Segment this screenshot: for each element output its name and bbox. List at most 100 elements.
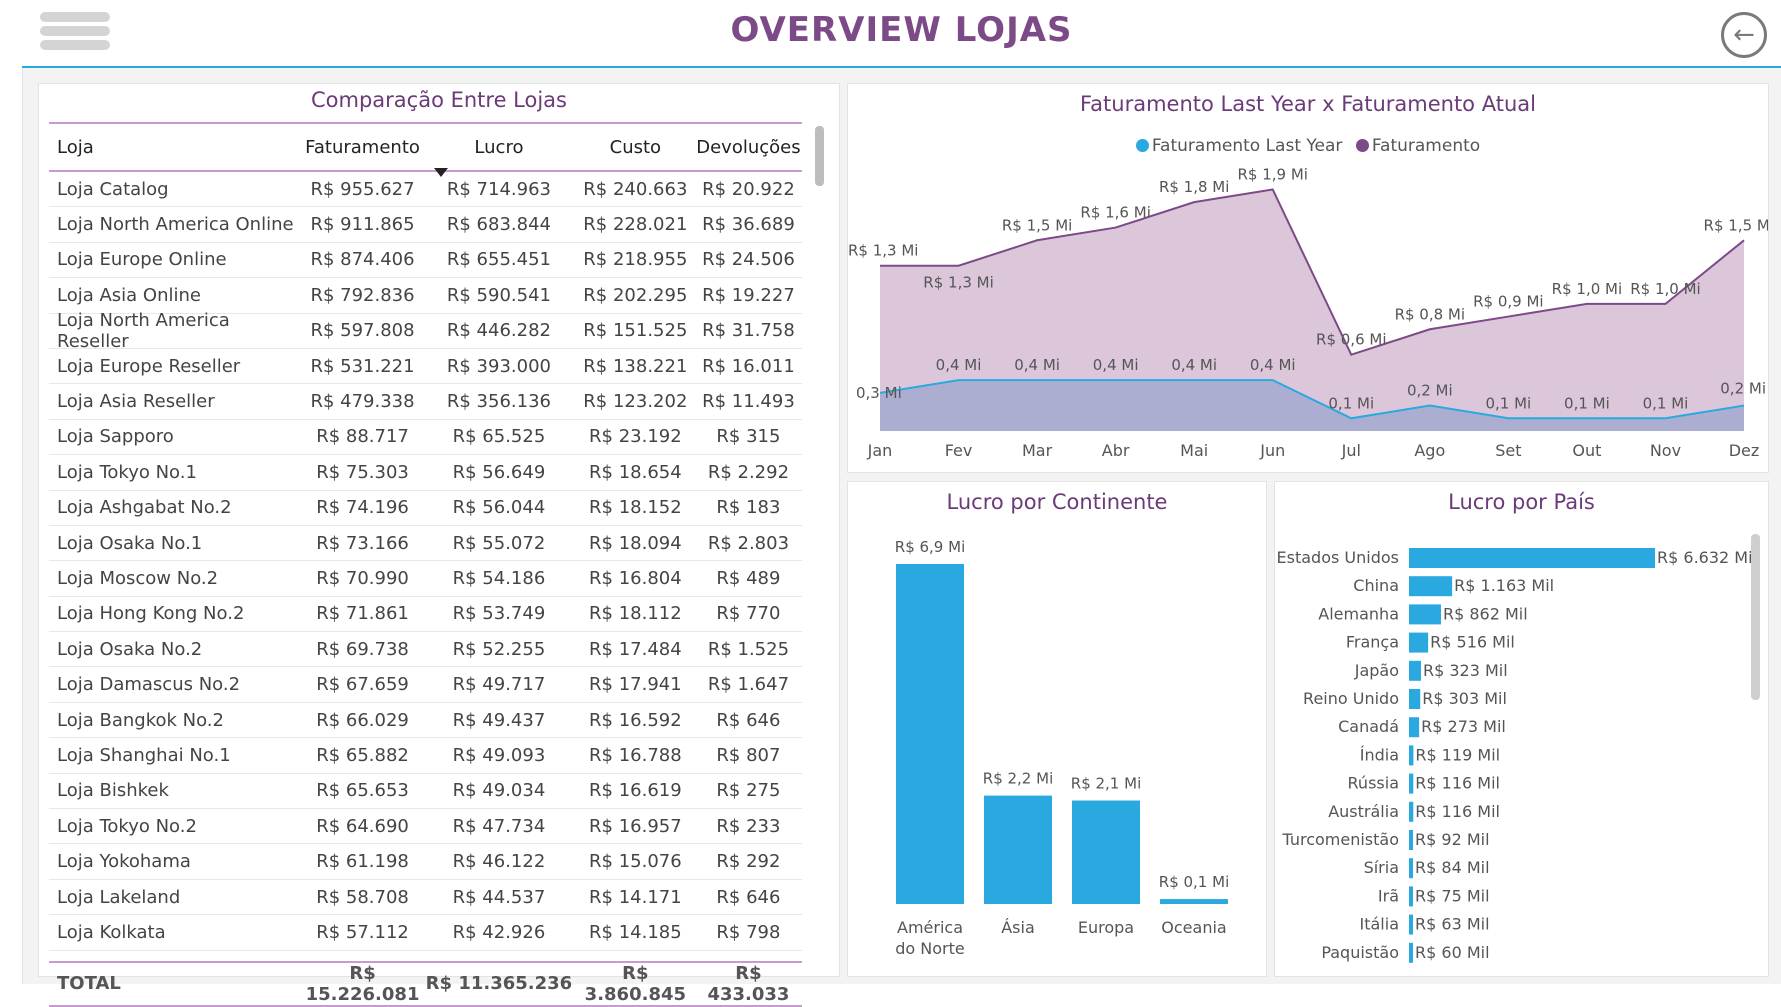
table-cell: R$ 19.227 bbox=[702, 284, 795, 306]
table-row[interactable]: Loja Damascus No.2 R$ 67.659 R$ 49.717 R$ 1… bbox=[49, 667, 802, 703]
table-row[interactable]: Loja Sapporo R$ 88.717 R$ 65.525 R$ 23.192 R… bbox=[49, 420, 802, 456]
table-row[interactable]: Loja Europe Online R$ 874.406 R$ 655.451 R$… bbox=[49, 243, 802, 279]
table-cell: R$ 16.592 bbox=[589, 709, 682, 731]
table-body: Loja Catalog R$ 955.627 R$ 714.963 R$ 240.6… bbox=[49, 172, 802, 951]
bar bbox=[1409, 773, 1414, 794]
y-tick-label: Austrália bbox=[1328, 802, 1399, 821]
store-table: Loja Faturamento Lucro Custo Devoluções … bbox=[49, 122, 802, 1007]
table-cell: Loja Bishkek bbox=[57, 780, 169, 802]
y-tick-label: Reino Unido bbox=[1303, 689, 1399, 708]
data-label-faturamento: R$ 1,0 Mi bbox=[1552, 280, 1622, 298]
table-row[interactable]: Loja Tokyo No.1 R$ 75.303 R$ 56.649 R$ 18.6… bbox=[49, 455, 802, 491]
country-bar-chart: Estados Unidos R$ 6.632 Mil China R$ 1.163 … bbox=[1277, 548, 1757, 963]
table-cell: R$ 138.221 bbox=[583, 355, 688, 377]
bar bbox=[1409, 942, 1413, 963]
table-cell: R$ 315 bbox=[716, 426, 781, 448]
table-cell: R$ 42.926 bbox=[452, 921, 546, 943]
data-label: R$ 323 Mil bbox=[1423, 661, 1508, 680]
table-cell: R$ 71.861 bbox=[316, 603, 409, 625]
back-arrow-icon[interactable]: ← bbox=[1721, 12, 1767, 58]
table-row[interactable]: Loja Catalog R$ 955.627 R$ 714.963 R$ 240.6… bbox=[49, 172, 802, 208]
table-cell: R$ 15.076 bbox=[589, 851, 682, 873]
column-header-custo[interactable]: Custo bbox=[609, 136, 662, 158]
store-comparison-panel: Comparação Entre Lojas Loja Faturamento … bbox=[38, 83, 840, 1007]
data-label-last-year: 0,1 Mi bbox=[1328, 394, 1374, 412]
table-cell: R$ 597.808 bbox=[310, 320, 415, 342]
table-cell: Loja Asia Reseller bbox=[57, 391, 215, 413]
table-row[interactable]: Loja Tokyo No.2 R$ 64.690 R$ 47.734 R$ 16.9… bbox=[49, 809, 802, 845]
table-title: Comparação Entre Lojas bbox=[310, 88, 567, 112]
column-header-lucro[interactable]: Lucro bbox=[474, 136, 524, 158]
table-cell: R$ 798 bbox=[716, 921, 781, 943]
table-cell: R$ 16.788 bbox=[589, 744, 682, 766]
table-row[interactable]: Loja Europe Reseller R$ 531.221 R$ 393.000… bbox=[49, 349, 802, 385]
table-cell: R$ 2.292 bbox=[707, 461, 790, 483]
x-tick-label: Mar bbox=[1022, 441, 1053, 460]
data-label-last-year: 0,4 Mi bbox=[1171, 356, 1217, 374]
table-row[interactable]: Loja Osaka No.1 R$ 73.166 R$ 55.072 R$ 18.0… bbox=[49, 526, 802, 562]
table-cell: R$ 65.525 bbox=[452, 426, 546, 448]
x-tick-label: Dez bbox=[1729, 441, 1760, 460]
data-label-last-year: 0,2 Mi bbox=[1720, 380, 1766, 398]
table-cell: R$ 16.957 bbox=[589, 815, 682, 837]
table-cell: R$ 183 bbox=[716, 497, 781, 519]
table-cell: R$ 770 bbox=[716, 603, 781, 625]
column-header-loja[interactable]: Loja bbox=[57, 136, 94, 158]
legend-item-last-year[interactable]: Faturamento Last Year bbox=[1135, 136, 1342, 156]
continent-bar-chart: R$ 6,9 Mi América do Norte R$ 2,2 Mi Ásia R$ … bbox=[895, 538, 1229, 958]
data-label: R$ 2,2 Mi bbox=[983, 770, 1053, 788]
menu-icon[interactable] bbox=[40, 12, 110, 56]
table-row[interactable]: Loja Moscow No.2 R$ 70.990 R$ 54.186 R$ 16.… bbox=[49, 561, 802, 597]
page-title: OVERVIEW LOJAS bbox=[730, 10, 1073, 50]
series-line-faturamento bbox=[880, 188, 1745, 356]
x-tick-label: Abr bbox=[1102, 441, 1130, 460]
y-tick-label: Índia bbox=[1360, 745, 1399, 764]
table-cell: R$ 18.094 bbox=[589, 532, 682, 554]
table-row[interactable]: Loja Yokohama R$ 61.198 R$ 46.122 R$ 15.076… bbox=[49, 844, 802, 880]
area-chart-title: Faturamento Last Year x Faturamento Atua… bbox=[1080, 92, 1536, 116]
table-row[interactable]: Loja Lakeland R$ 58.708 R$ 44.537 R$ 14.171… bbox=[49, 880, 802, 916]
sort-descending-icon[interactable] bbox=[434, 168, 448, 177]
table-cell: R$ 14.171 bbox=[589, 886, 682, 908]
x-tick-label: Jun bbox=[1259, 441, 1285, 460]
bar bbox=[1409, 717, 1420, 738]
table-cell: R$ 479.338 bbox=[310, 391, 415, 413]
table-cell: R$ 65.653 bbox=[316, 780, 409, 802]
table-row[interactable]: Loja Asia Online R$ 792.836 R$ 590.541 R$ 2… bbox=[49, 278, 802, 314]
table-cell: R$ 64.690 bbox=[316, 815, 409, 837]
y-tick-label: Estados Unidos bbox=[1277, 548, 1399, 567]
legend-item-current[interactable]: Faturamento bbox=[1355, 136, 1480, 156]
column-header-faturamento[interactable]: Faturamento bbox=[305, 136, 420, 158]
table-cell: R$ 47.734 bbox=[452, 815, 546, 837]
table-row[interactable]: Loja Osaka No.2 R$ 69.738 R$ 52.255 R$ 17.4… bbox=[49, 632, 802, 668]
table-cell: Loja Sapporo bbox=[57, 426, 174, 448]
table-cell: R$ 18.112 bbox=[589, 603, 682, 625]
column-header-devolucoes[interactable]: Devoluções bbox=[696, 136, 801, 158]
y-tick-label: Canadá bbox=[1338, 717, 1399, 736]
y-tick-label: China bbox=[1353, 576, 1399, 595]
table-row[interactable]: Loja Asia Reseller R$ 479.338 R$ 356.136 R$… bbox=[49, 384, 802, 420]
table-row[interactable]: Loja Kolkata R$ 57.112 R$ 42.926 R$ 14.185 R… bbox=[49, 915, 802, 951]
table-cell: R$ 69.738 bbox=[316, 638, 409, 660]
table-scrollbar[interactable] bbox=[815, 126, 824, 186]
table-row[interactable]: Loja North America Online R$ 911.865 R$ 68… bbox=[49, 207, 802, 243]
legend-dot-icon bbox=[1135, 139, 1149, 152]
x-tick-label: Ásia bbox=[1001, 918, 1035, 937]
table-cell: R$ 123.202 bbox=[583, 391, 688, 413]
y-tick-label: Alemanha bbox=[1318, 604, 1399, 623]
table-cell: R$ 807 bbox=[716, 744, 781, 766]
table-row[interactable]: Loja Shanghai No.1 R$ 65.882 R$ 49.093 R$ 1… bbox=[49, 738, 802, 774]
table-row[interactable]: Loja North America Reseller R$ 597.808 R$ … bbox=[49, 310, 802, 352]
table-row[interactable]: Loja Ashgabat No.2 R$ 74.196 R$ 56.044 R$ 1… bbox=[49, 491, 802, 526]
data-label: R$ 2,1 Mi bbox=[1071, 775, 1141, 793]
table-cell: R$ 531.221 bbox=[310, 355, 415, 377]
data-label-last-year: 0,4 Mi bbox=[1093, 356, 1139, 374]
data-label: R$ 116 Mil bbox=[1415, 774, 1500, 793]
country-chart-scrollbar[interactable] bbox=[1751, 534, 1760, 700]
table-row[interactable]: Loja Bishkek R$ 65.653 R$ 49.034 R$ 16.619 R… bbox=[49, 774, 802, 810]
y-tick-label: Paquistão bbox=[1321, 943, 1399, 962]
table-row[interactable]: Loja Hong Kong No.2 R$ 71.861 R$ 53.749 R$ … bbox=[49, 597, 802, 633]
data-label: R$ 6.632 Mil bbox=[1657, 548, 1757, 567]
table-row[interactable]: Loja Bangkok No.2 R$ 66.029 R$ 49.437 R$ 16… bbox=[49, 703, 802, 739]
table-cell: R$ 792.836 bbox=[310, 284, 415, 306]
